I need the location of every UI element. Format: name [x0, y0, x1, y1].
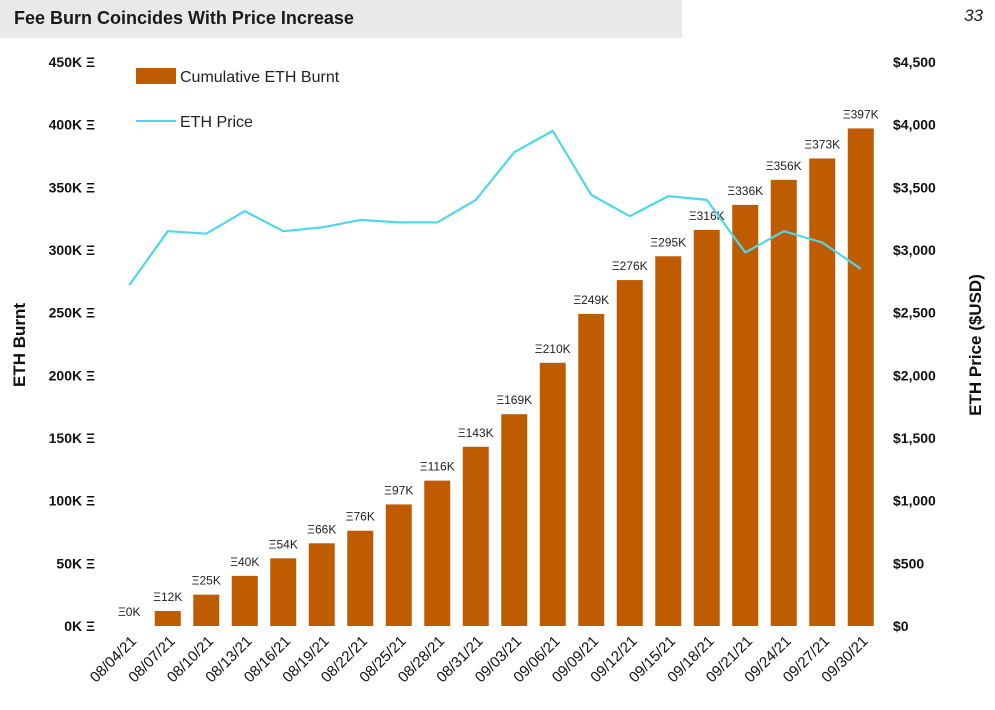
bar-data-label: Ξ397K: [843, 107, 879, 121]
title-bar: Fee Burn Coincides With Price Increase: [0, 0, 682, 38]
bar-data-label: Ξ0K: [118, 605, 140, 619]
bar-data-label: Ξ12K: [153, 590, 182, 604]
bar-data-label: Ξ97K: [384, 483, 413, 497]
bar: [270, 558, 297, 626]
bar: [809, 158, 836, 627]
y2-tick-label: $0: [893, 618, 909, 634]
bar: [347, 530, 374, 626]
y-tick-label: 300K Ξ: [49, 242, 95, 258]
y-tick-label: 400K Ξ: [49, 117, 95, 133]
bar: [424, 480, 451, 626]
bar: [847, 128, 874, 626]
bar-data-label: Ξ169K: [496, 393, 532, 407]
y-tick-label: 450K Ξ: [49, 54, 95, 70]
bar: [693, 229, 720, 627]
bar-data-label: Ξ373K: [804, 138, 840, 152]
y2-tick-label: $1,500: [893, 430, 936, 446]
bar-data-label: Ξ76K: [346, 510, 375, 524]
y2-tick-label: $3,000: [893, 242, 936, 258]
bar-data-label: Ξ356K: [766, 159, 802, 173]
y-tick-label: 200K Ξ: [49, 367, 95, 383]
bar: [616, 280, 643, 626]
bar-data-label: Ξ143K: [458, 426, 494, 440]
bar-data-label: Ξ25K: [192, 574, 221, 588]
bar: [539, 362, 566, 626]
bar: [231, 575, 258, 626]
y2-tick-label: $4,500: [893, 54, 936, 70]
bar-data-label: Ξ116K: [420, 460, 455, 474]
bar: [655, 256, 682, 626]
y2-tick-label: $1,000: [893, 493, 936, 509]
legend-label-bar: Cumulative ETH Burnt: [180, 69, 340, 86]
legend-label-line: ETH Price: [180, 114, 253, 131]
bar-data-label: Ξ210K: [535, 342, 571, 356]
bar: [462, 446, 489, 626]
left-y-axis: 0K Ξ 50K Ξ 100K Ξ 150K Ξ 200K Ξ 250K Ξ 300K Ξ 3…: [49, 54, 95, 634]
bar-series: [154, 128, 874, 627]
bar: [308, 543, 335, 626]
y-tick-label: 50K Ξ: [56, 555, 95, 571]
bar: [193, 594, 220, 626]
bar-data-label: Ξ276K: [612, 259, 648, 273]
y2-tick-label: $500: [893, 555, 924, 571]
page-title: Fee Burn Coincides With Price Increase: [14, 8, 354, 28]
bar-data-label: Ξ40K: [230, 555, 259, 569]
legend-swatch-bar: [136, 68, 176, 84]
bar-data-label: Ξ249K: [573, 293, 609, 307]
y2-axis-title: ETH Price ($USD): [966, 274, 985, 416]
y-axis-title: ETH Burnt: [10, 303, 29, 387]
bar: [770, 179, 797, 626]
line-series: [128, 129, 862, 286]
bar-data-label: Ξ295K: [650, 235, 686, 249]
bar: [578, 313, 605, 626]
bar-data-label: Ξ66K: [307, 522, 336, 536]
bar: [501, 414, 528, 626]
y2-tick-label: $2,500: [893, 305, 936, 321]
y-tick-label: 0K Ξ: [64, 618, 95, 634]
x-axis: 08/04/2108/07/2108/10/2108/13/2108/16/21…: [87, 633, 872, 686]
bar: [154, 610, 181, 626]
y-tick-label: 150K Ξ: [49, 430, 95, 446]
bar: [732, 204, 759, 626]
data-labels: Ξ0K Ξ12K Ξ25K Ξ40K Ξ54K Ξ66K Ξ76K Ξ97K Ξ116K Ξ143…: [118, 107, 879, 619]
y2-tick-label: $2,000: [893, 367, 936, 383]
price-line: [128, 129, 862, 286]
right-y-axis: $0 $500 $1,000 $1,500 $2,000 $2,500 $3,000 $3,5…: [893, 54, 936, 634]
y2-tick-label: $3,500: [893, 179, 936, 195]
legend: Cumulative ETH Burnt ETH Price: [136, 68, 340, 131]
page-number: 33: [964, 6, 983, 25]
bar: [385, 504, 412, 626]
y-tick-label: 350K Ξ: [49, 179, 95, 195]
y2-tick-label: $4,000: [893, 117, 936, 133]
y-tick-label: 250K Ξ: [49, 305, 95, 321]
bar-data-label: Ξ54K: [269, 537, 298, 551]
bar-data-label: Ξ336K: [727, 184, 763, 198]
y-tick-label: 100K Ξ: [49, 493, 95, 509]
